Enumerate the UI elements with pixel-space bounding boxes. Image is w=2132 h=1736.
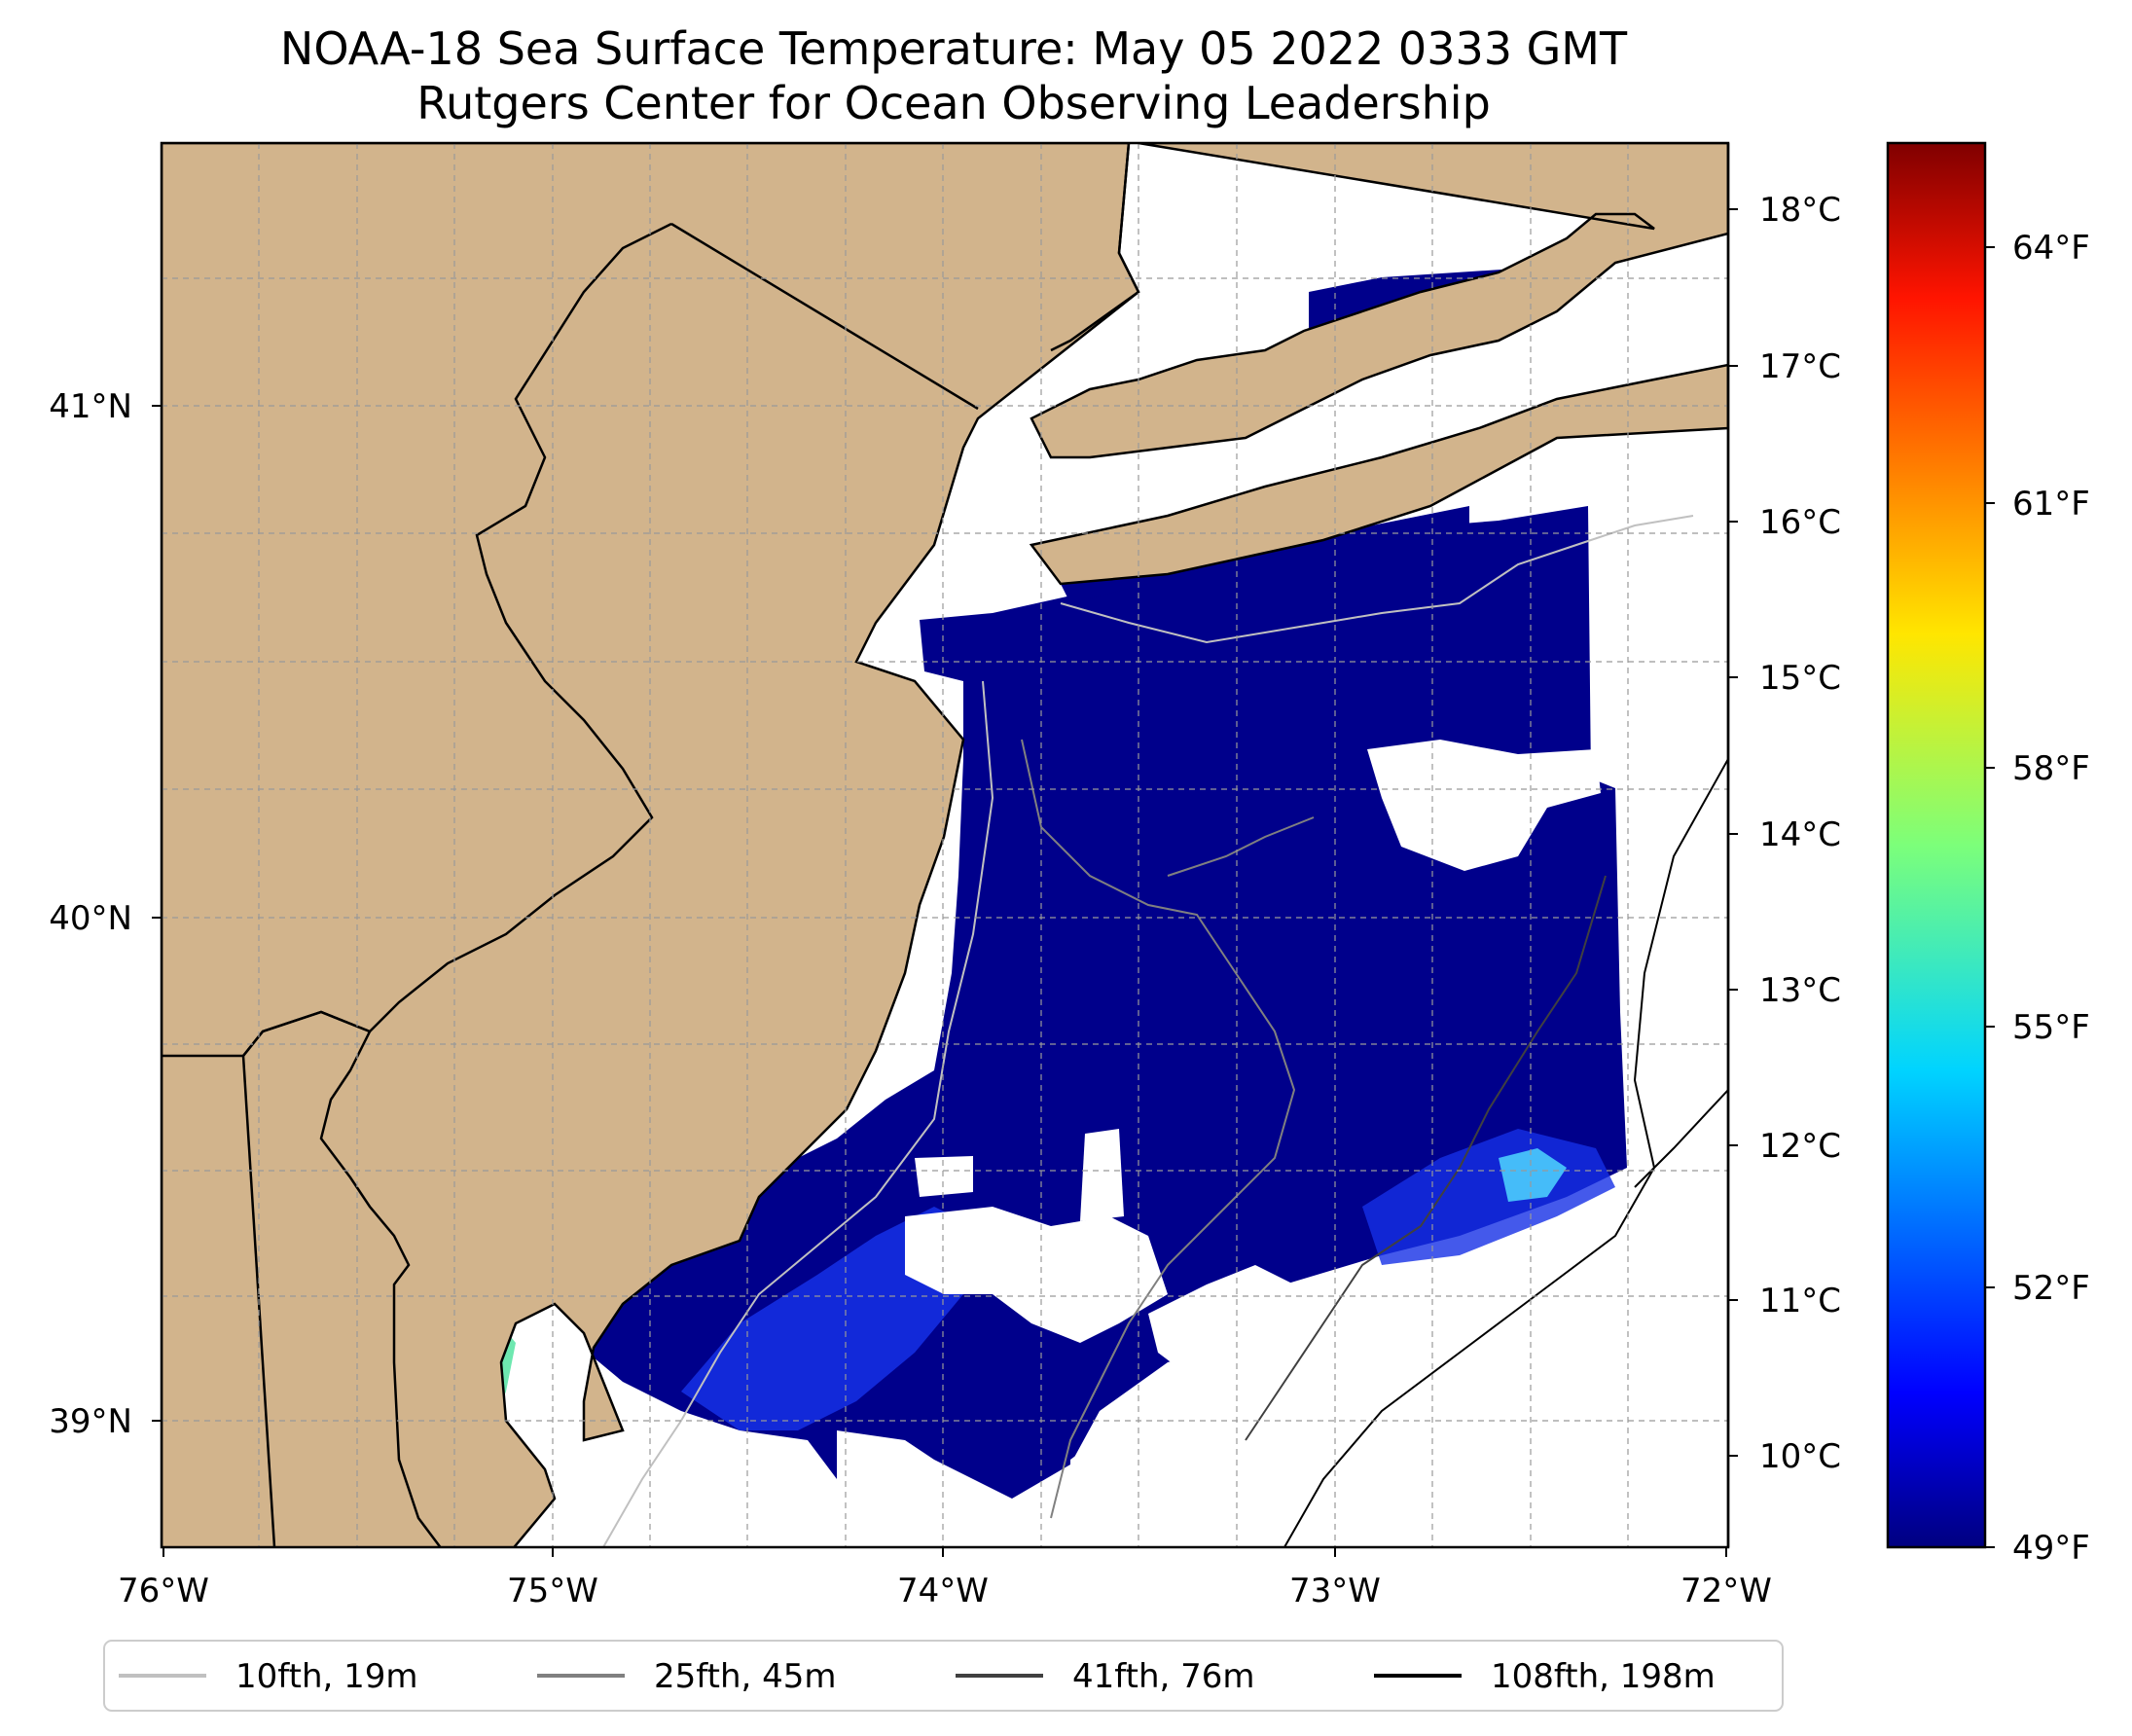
sst-warm-patch-east <box>1499 1148 1567 1202</box>
celsius-label: 11°C <box>1759 1282 1841 1320</box>
map-area <box>162 143 1728 1547</box>
longitude-labels: 76°W 75°W 74°W 73°W 72°W <box>118 1572 1772 1610</box>
legend-item: 25fth, 45m <box>537 1657 837 1696</box>
celsius-label: 13°C <box>1759 971 1841 1010</box>
cloud-gap <box>905 1207 1168 1343</box>
celsius-label: 16°C <box>1759 503 1841 542</box>
contour-10fth <box>1060 515 1694 644</box>
fahrenheit-label: 52°F <box>2012 1269 2090 1308</box>
sst-south-shore <box>1061 506 1469 603</box>
lat-label: 39°N <box>49 1402 132 1441</box>
contour-10fth <box>602 680 994 1547</box>
lon-label: 76°W <box>118 1572 209 1610</box>
celsius-label: 17°C <box>1759 347 1841 386</box>
lat-label: 40°N <box>49 899 132 938</box>
celsius-label: 12°C <box>1759 1127 1841 1166</box>
legend-box <box>103 1640 1784 1712</box>
legend-label: 108fth, 198m <box>1491 1657 1716 1696</box>
cloud-gap <box>1080 1129 1124 1221</box>
contour-108fth <box>1634 1089 1728 1188</box>
fahrenheit-label: 58°F <box>2012 749 2090 788</box>
fahrenheit-label: 61°F <box>2012 485 2090 524</box>
celsius-label: 14°C <box>1759 815 1841 854</box>
contour-108fth <box>1283 758 1728 1547</box>
contour-41fth <box>1245 875 1607 1441</box>
map-subtitle: Rutgers Center for Ocean Observing Leade… <box>416 77 1491 129</box>
fahrenheit-label: 55°F <box>2012 1008 2090 1047</box>
lon-label: 72°W <box>1680 1572 1772 1610</box>
land-long-island <box>1029 363 1728 586</box>
legend-item: 10fth, 19m <box>119 1657 418 1696</box>
lon-label: 73°W <box>1289 1572 1381 1610</box>
border-ny-ct <box>1050 143 1140 352</box>
cloud-gap <box>1247 1187 1728 1547</box>
colorbar-gradient <box>1886 141 1987 1549</box>
latitude-labels: 41°N 40°N 39°N <box>49 387 132 1441</box>
contour-25fth <box>1167 816 1315 877</box>
land-connecticut <box>1030 143 1728 459</box>
bathymetry-contours <box>602 515 1728 1547</box>
contour-25fth <box>1021 739 1296 1519</box>
gridlines <box>162 143 1728 1547</box>
axis-ticks <box>152 405 1727 1557</box>
legend-label: 10fth, 19m <box>235 1657 418 1696</box>
cloud-gap <box>1070 1421 1255 1547</box>
celsius-label: 15°C <box>1759 659 1841 698</box>
fahrenheit-axis: 64°F 61°F 58°F 55°F 52°F 49°F <box>1985 229 2090 1568</box>
contour-legend: 10fth, 19m 25fth, 45m 41fth, 76m 108fth,… <box>103 1640 1784 1712</box>
cloud-gap <box>837 1430 1029 1547</box>
land <box>162 143 1728 1547</box>
legend-item: 41fth, 76m <box>956 1657 1255 1696</box>
cloud-gap <box>915 1156 973 1197</box>
lat-label: 41°N <box>49 387 132 426</box>
cloud-gap <box>1367 740 1601 871</box>
celsius-label: 18°C <box>1759 191 1841 230</box>
map-title: NOAA-18 Sea Surface Temperature: May 05 … <box>279 22 1628 75</box>
border-nj-pa-river <box>369 222 672 1032</box>
land-new-jersey-pennsylvania <box>162 143 1140 1547</box>
border-nj-ny <box>670 222 979 411</box>
celsius-axis: 18°C 17°C 16°C 15°C 14°C 13°C 12°C 11°C … <box>1726 143 1841 1547</box>
cloud-gap <box>1148 1265 1294 1382</box>
fahrenheit-label: 49°F <box>2012 1529 2090 1568</box>
lon-label: 75°W <box>507 1572 598 1610</box>
sst-bright-blue-band <box>681 1207 973 1430</box>
lon-label: 74°W <box>897 1572 989 1610</box>
celsius-label: 10°C <box>1759 1437 1841 1476</box>
legend-label: 25fth, 45m <box>654 1657 837 1696</box>
colorbar: 18°C 17°C 16°C 15°C 14°C 13°C 12°C 11°C … <box>1726 141 2090 1568</box>
legend-item: 108fth, 198m <box>1374 1657 1716 1696</box>
fahrenheit-label: 64°F <box>2012 229 2090 268</box>
legend-label: 41fth, 76m <box>1072 1657 1255 1696</box>
title-block: NOAA-18 Sea Surface Temperature: May 05 … <box>0 21 1907 130</box>
